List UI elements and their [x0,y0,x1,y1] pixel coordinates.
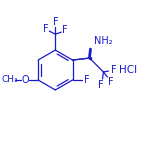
Text: F: F [43,24,48,34]
Text: F: F [108,77,113,87]
Text: O: O [21,75,29,85]
Text: F: F [84,75,89,85]
Text: CH₃: CH₃ [2,76,18,85]
Text: F: F [111,65,116,75]
Text: F: F [98,80,103,90]
Text: F: F [54,17,59,27]
Text: F: F [62,25,68,35]
Text: HCl: HCl [119,65,137,75]
Text: NH₂: NH₂ [93,36,112,46]
